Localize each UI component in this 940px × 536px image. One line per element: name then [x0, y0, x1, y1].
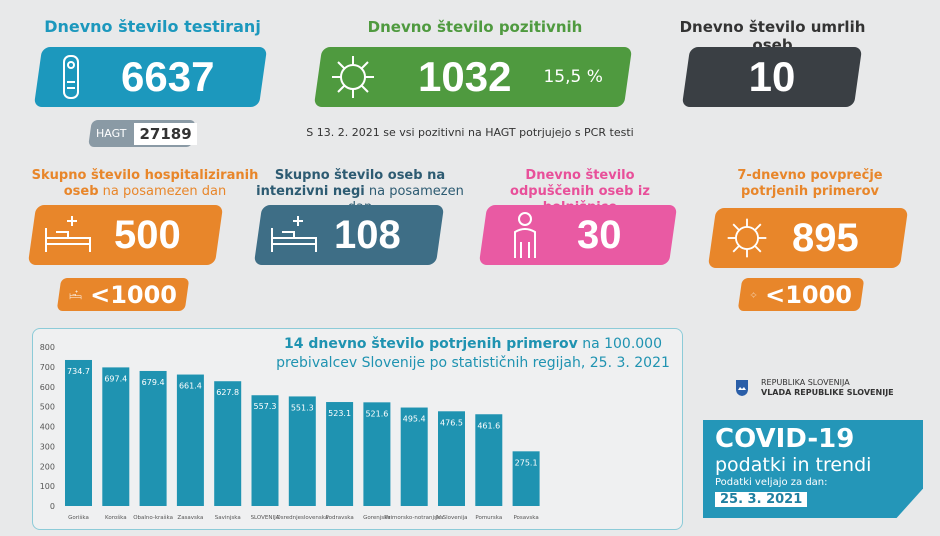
- y-tick-label: 100: [40, 482, 55, 491]
- hospitalized-card: 500: [27, 205, 224, 265]
- bar: [326, 402, 354, 506]
- discharged-card: 30: [478, 205, 678, 265]
- bar: [139, 370, 167, 506]
- bar-value-label: 679.4: [142, 378, 165, 387]
- bar: [288, 396, 316, 506]
- bar: [102, 367, 130, 506]
- gov-line1: REPUBLIKA SLOVENIJA: [761, 378, 850, 387]
- x-tick-label: SLOVENIJA: [251, 515, 280, 521]
- bar-value-label: 627.8: [216, 388, 239, 397]
- positive-percent: 15,5 %: [543, 67, 603, 87]
- hospitalized-title: Skupno število hospitaliziranih oseb na …: [31, 168, 259, 199]
- bar-value-label: 461.6: [477, 421, 500, 430]
- x-tick-label: Koroška: [105, 514, 127, 521]
- positive-title: Dnevno število pozitivnih: [367, 18, 583, 36]
- icu-card: 108: [253, 205, 445, 265]
- y-tick-label: 500: [40, 403, 55, 412]
- avg7-threshold: <1000: [737, 278, 865, 311]
- covid-subtitle: podatki in trendi: [715, 454, 872, 476]
- positive-value: 1032: [418, 53, 512, 100]
- gov-logo: REPUBLIKA SLOVENIJA VLADA REPUBLIKE SLOVE…: [735, 378, 894, 398]
- bar: [438, 411, 465, 506]
- positive-card: 1032 15,5 %: [313, 47, 633, 107]
- x-tick-label: Gorenjska: [363, 515, 391, 521]
- chart-plot: 0 100 200 300 400 500 600 700 800 734.7 Goriška 697…: [40, 343, 540, 521]
- hospitalized-value: 500: [114, 212, 181, 257]
- coat-of-arms-icon: [736, 380, 748, 396]
- region-bar-chart: 14 dnevno število potrjenih primerov na …: [32, 328, 683, 530]
- bar-value-label: 521.6: [365, 409, 388, 418]
- icu-title: Skupno število oseb na intenzivni negi n…: [256, 168, 464, 215]
- hagt-pill: HAGT 27189: [88, 120, 197, 147]
- x-tick-label: JV Slovenija: [434, 515, 467, 521]
- tested-card: 6637: [33, 47, 268, 107]
- hagt-label: HAGT: [96, 127, 127, 140]
- bar: [214, 381, 242, 506]
- rapid-test-icon: [63, 55, 79, 99]
- hospital-bed-icon: [69, 289, 82, 299]
- tested-title: Dnevno število testiranj: [44, 17, 261, 36]
- virus-icon: [750, 291, 757, 298]
- bar-value-label: 275.1: [515, 458, 538, 467]
- y-tick-label: 300: [40, 442, 55, 451]
- avg7-value: 895: [792, 215, 859, 260]
- bar: [176, 374, 204, 506]
- patient-icon: [514, 212, 536, 258]
- bar-value-label: 661.4: [179, 382, 202, 391]
- x-tick-label: Goriška: [68, 514, 89, 521]
- valid-label: Podatki veljajo za dan:: [715, 477, 828, 488]
- y-tick-label: 200: [40, 462, 55, 471]
- discharged-value: 30: [577, 212, 622, 257]
- hagt-value: 27189: [134, 122, 197, 145]
- hospitalized-threshold-value: <1000: [90, 280, 177, 309]
- hospital-bed-icon: [45, 216, 91, 252]
- bar-value-label: 551.3: [291, 403, 314, 412]
- covid-title: COVID-19: [715, 424, 855, 454]
- bar-value-label: 476.5: [440, 418, 463, 427]
- gov-line2: VLADA REPUBLIKE SLOVENIJE: [761, 388, 894, 397]
- x-tick-label: Zasavska: [177, 515, 203, 521]
- chart-title: 14 dnevno število potrjenih primerov na …: [276, 336, 670, 371]
- hagt-note: S 13. 2. 2021 se vsi pozitivni na HAGT p…: [306, 126, 634, 139]
- x-tick-label: Obalno-kraška: [133, 514, 173, 521]
- y-tick-label: 0: [50, 502, 55, 511]
- x-tick-label: Posavska: [513, 515, 538, 521]
- bar-value-label: 734.7: [67, 367, 90, 376]
- avg7-card: 895: [707, 208, 909, 268]
- bar: [363, 402, 391, 506]
- bar: [512, 451, 540, 506]
- avg7-title: 7-dnevno povprečje potrjenih primerov: [737, 168, 883, 199]
- deaths-value: 10: [748, 53, 796, 100]
- bar-value-label: 523.1: [328, 409, 351, 418]
- bar: [475, 414, 503, 506]
- y-tick-label: 600: [40, 383, 55, 392]
- tested-value: 6637: [121, 53, 215, 100]
- deaths-card: 10: [681, 47, 863, 107]
- bar: [251, 395, 279, 506]
- hospitalized-threshold: <1000: [56, 278, 190, 311]
- x-tick-label: Pomurska: [475, 515, 502, 521]
- icu-value: 108: [334, 212, 401, 257]
- y-tick-label: 400: [40, 423, 55, 432]
- virus-icon: [727, 218, 767, 258]
- x-tick-label: Podravska: [326, 515, 354, 521]
- valid-date: 25. 3. 2021: [715, 492, 808, 507]
- bar: [400, 407, 428, 506]
- y-tick-label: 800: [40, 343, 55, 352]
- bar: [65, 359, 92, 506]
- hospital-bed-icon: [271, 216, 317, 252]
- x-tick-label: Savinjska: [215, 515, 241, 521]
- virus-icon: [332, 56, 374, 98]
- bar-value-label: 557.3: [254, 402, 277, 411]
- bar-value-label: 495.4: [403, 415, 426, 424]
- x-tick-label: Primorsko-notranjska: [385, 515, 443, 521]
- bar-value-label: 697.4: [104, 374, 127, 383]
- y-tick-label: 700: [40, 363, 55, 372]
- avg7-threshold-value: <1000: [765, 280, 852, 309]
- x-tick-label: Osrednjeslovenska: [276, 515, 328, 521]
- covid-banner: COVID-19 podatki in trendi Podatki velja…: [703, 420, 923, 518]
